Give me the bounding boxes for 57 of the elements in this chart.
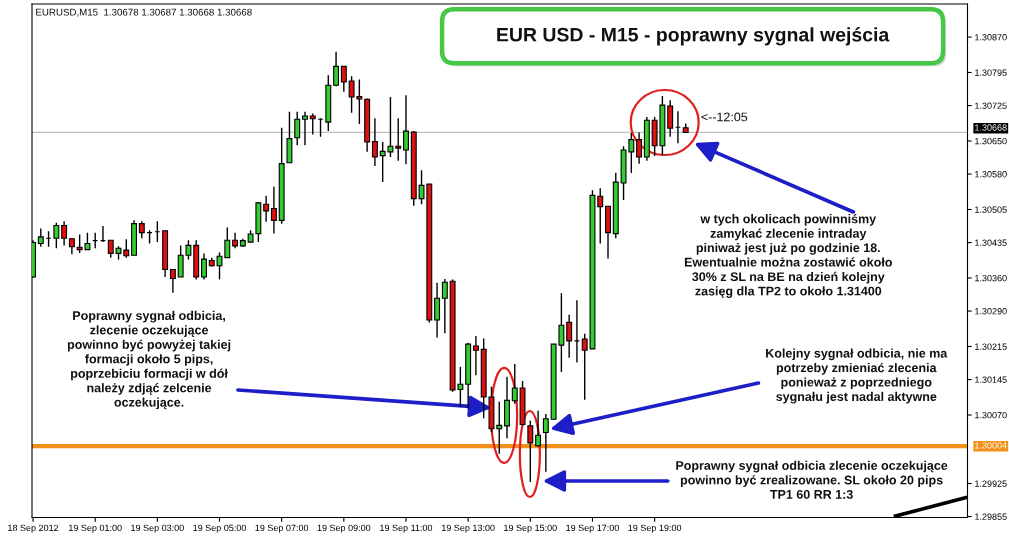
annotation: <--12:05 xyxy=(701,112,748,122)
x-tick-label: 19 Sep 11:00 xyxy=(380,524,433,533)
x-tick-label: 18 Sep 2012 xyxy=(8,524,59,533)
x-tick-label: 19 Sep 09:00 xyxy=(317,524,371,533)
y-tick-label: 1.30215 xyxy=(975,343,1007,350)
y-tick-label: 1.29855 xyxy=(975,513,1007,520)
y-tick-label: 1.30290 xyxy=(975,308,1007,315)
y-tick-label: 1.30580 xyxy=(975,171,1007,178)
candlestick xyxy=(53,222,60,249)
ref-line-label: 1.30004 xyxy=(975,442,1007,449)
candlestick xyxy=(294,111,301,146)
x-tick-label: 19 Sep 01:00 xyxy=(69,524,122,533)
candlestick xyxy=(309,112,316,136)
y-tick-label: 1.29925 xyxy=(975,480,1007,487)
candlestick xyxy=(535,410,542,448)
candlestick xyxy=(667,99,674,138)
candlestick xyxy=(263,195,270,223)
x-tick-label: 19 Sep 05:00 xyxy=(193,524,247,533)
candlestick xyxy=(333,51,340,87)
y-tick-label: 1.30795 xyxy=(975,69,1007,76)
candlestick xyxy=(566,314,573,359)
candlestick xyxy=(472,335,479,377)
candlestick xyxy=(441,278,448,334)
ref-line-label: 1.30668 xyxy=(975,124,1007,131)
y-tick-label: 1.30650 xyxy=(975,137,1007,145)
annotation: Poprawny sygnał odbicia, zlecenie oczekujące powinno być powyżej takiej formacji około 5 pips, poprzebiciu formacji w dół należy zdjąć zelcenie oczekujące. xyxy=(67,310,231,410)
candlestick xyxy=(527,419,534,483)
annotation: Kolejny sygnał odbicia, nie ma potrzeby zmieniać zlecenia ponieważ z poprzedniego sygnału jest nadal aktywne xyxy=(766,348,948,404)
y-tick-label: 1.30435 xyxy=(975,239,1007,246)
candlestick xyxy=(61,220,68,247)
candlestick xyxy=(302,111,308,146)
candlestick xyxy=(434,282,441,339)
candlestick xyxy=(201,252,207,281)
y-tick-label: 1.30725 xyxy=(975,102,1007,109)
candlestick xyxy=(340,65,347,93)
candlestick xyxy=(636,131,643,165)
x-tick-label: 19 Sep 07:00 xyxy=(255,524,309,533)
y-tick-label: 1.30145 xyxy=(975,376,1007,383)
x-tick-label: 19 Sep 17:00 xyxy=(566,524,619,533)
y-tick-label: 1.30070 xyxy=(975,411,1007,419)
candlestick xyxy=(169,268,176,294)
candlestick xyxy=(403,94,409,165)
x-tick-label: 19 Sep 15:00 xyxy=(504,524,557,533)
x-tick-label: 19 Sep 03:00 xyxy=(131,524,184,533)
candlestick xyxy=(542,413,549,473)
candlestick xyxy=(37,227,44,248)
x-tick-label: 19 Sep 19:00 xyxy=(628,524,682,533)
y-tick-label: 1.30505 xyxy=(975,206,1007,213)
candlestick xyxy=(371,117,378,167)
annotation: w tych okolicach powinniśmy zamykać zlecenie intraday piniważ jest już po godzinie 18. Ewentualnie można zostawić około 30% z SL na BE na dzień kolejny zasięg dla TP2 to około 1.31400 xyxy=(684,214,892,298)
annotation: EURUSD,M15 1.30678 1.30687 1.30668 1.30668 xyxy=(36,8,252,17)
y-tick-label: 1.30360 xyxy=(975,274,1007,282)
candlestick xyxy=(270,186,277,235)
text: EUR USD - M15 - poprawny sygnal wejścia xyxy=(497,27,890,46)
y-tick-label: 1.30870 xyxy=(975,34,1007,41)
annotation: Poprawny sygnał odbicia zlecenie oczekujące powinno być zrealizowane. SL około 20 pips TP1 60 RR 1:3 xyxy=(676,460,948,499)
x-tick-label: 19 Sep 13:00 xyxy=(441,524,495,533)
